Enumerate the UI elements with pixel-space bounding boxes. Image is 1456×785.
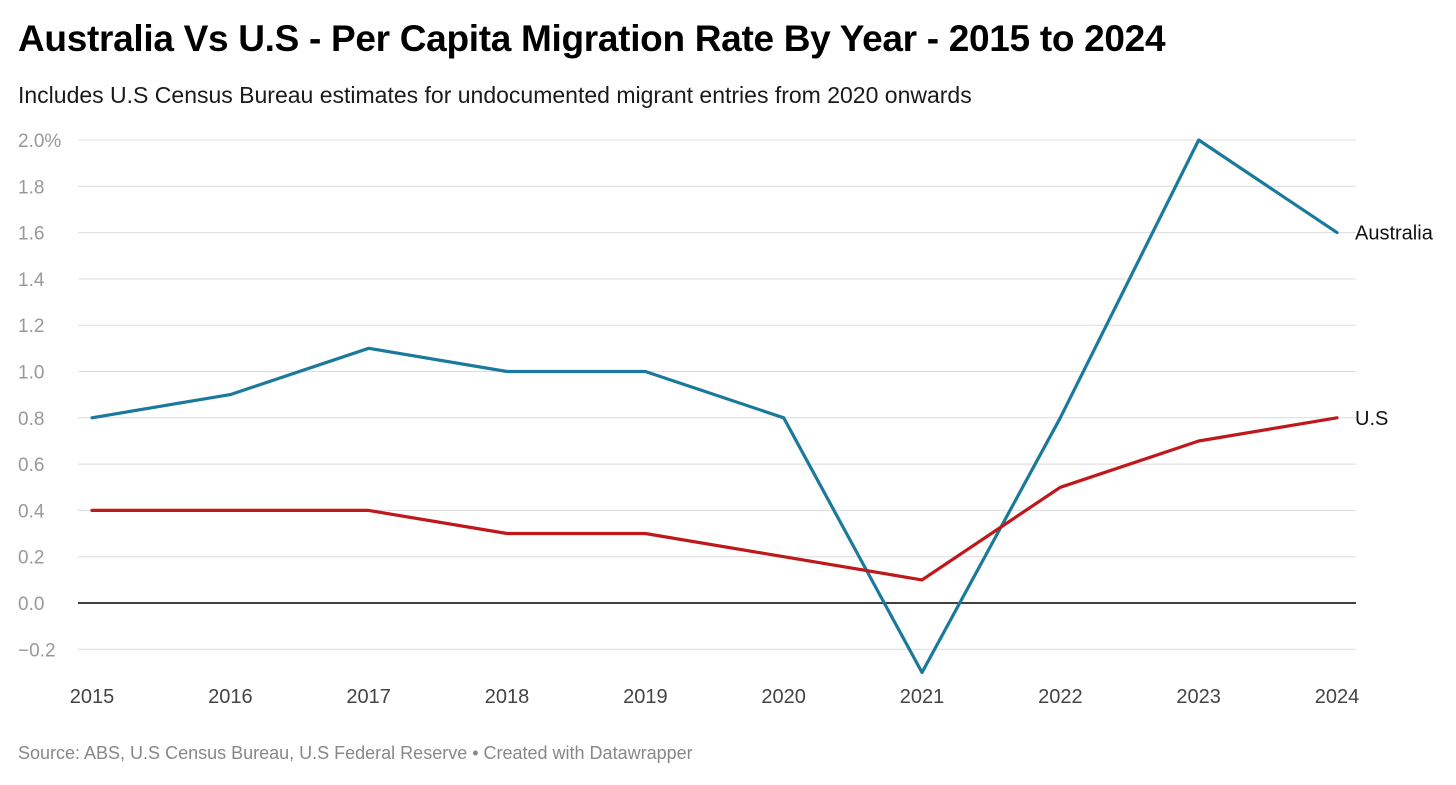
y-tick-label: 1.0 [18, 363, 44, 384]
y-tick-label: 2.0% [18, 131, 61, 152]
chart-title: Australia Vs U.S - Per Capita Migration … [18, 18, 1166, 59]
x-tick-label: 2023 [1176, 686, 1221, 708]
y-tick-label: 1.2 [18, 316, 44, 337]
x-tick-label: 2021 [900, 686, 945, 708]
x-tick-label: 2018 [485, 686, 530, 708]
source-note: Source: ABS, U.S Census Bureau, U.S Fede… [18, 743, 693, 763]
x-tick-label: 2019 [623, 686, 668, 708]
series-end-label: Australia [1355, 223, 1434, 245]
y-tick-label: 1.8 [18, 177, 44, 198]
x-tick-label: 2016 [208, 686, 253, 708]
series-line-u-s [90, 416, 1339, 582]
y-tick-label: 0.0 [18, 594, 44, 615]
y-tick-label: 0.2 [18, 548, 44, 569]
y-tick-label: 0.8 [18, 409, 44, 430]
y-tick-label: 1.4 [18, 270, 45, 291]
chart-subtitle: Includes U.S Census Bureau estimates for… [18, 82, 972, 108]
x-tick-label: 2020 [761, 686, 806, 708]
x-tick-label: 2015 [70, 686, 115, 708]
y-tick-label: 1.6 [18, 224, 44, 245]
y-tick-label: −0.2 [18, 640, 56, 661]
x-tick-label: 2022 [1038, 686, 1083, 708]
series-end-label: U.S [1355, 408, 1388, 430]
x-tick-label: 2024 [1315, 686, 1360, 708]
y-tick-label: 0.6 [18, 455, 44, 476]
y-tick-label: 0.4 [18, 501, 45, 522]
series-line-australia [90, 138, 1339, 675]
x-tick-label: 2017 [346, 686, 391, 708]
